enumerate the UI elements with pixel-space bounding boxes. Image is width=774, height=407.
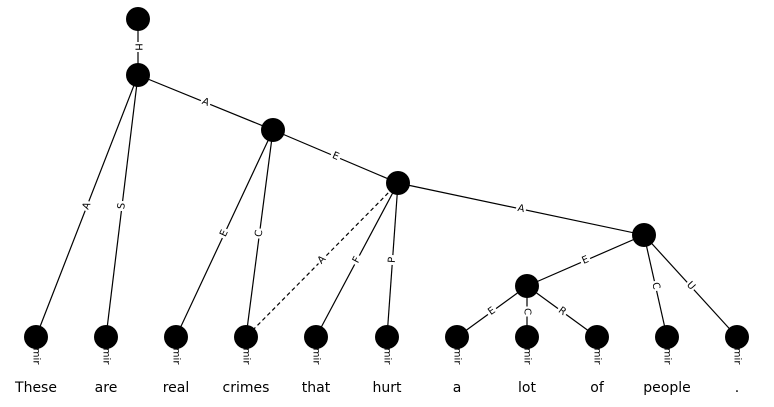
node-t7[interactable] xyxy=(515,325,539,349)
terminal-tag: Ermir xyxy=(31,338,42,366)
edge-label-text: E xyxy=(580,254,590,267)
terminal-tag: Ermir xyxy=(592,338,603,366)
edge-label-n5-t6: E xyxy=(484,303,500,320)
node-t5[interactable] xyxy=(375,325,399,349)
node-t10[interactable] xyxy=(725,325,749,349)
edge-label-n3-t5: P xyxy=(386,254,399,266)
edge-label-n4-t9: C xyxy=(648,279,663,293)
edge-label-n1-t0: A xyxy=(79,199,95,213)
edge-labels-layer: H A A S E E C A A F P E C U E C R xyxy=(79,42,699,320)
node-n1[interactable] xyxy=(126,63,150,87)
edge-label-n4-n5: E xyxy=(578,253,593,268)
node-t4[interactable] xyxy=(304,325,328,349)
node-root[interactable] xyxy=(126,7,150,31)
terminal-tag: Ermir xyxy=(732,338,743,366)
edge-label-text: A xyxy=(200,96,211,109)
terminal-tag: Ermir xyxy=(382,338,393,366)
node-t6[interactable] xyxy=(445,325,469,349)
token-word: are xyxy=(95,380,118,396)
token-word: people xyxy=(643,380,690,396)
node-n5[interactable] xyxy=(515,274,539,298)
edge-label-text: F xyxy=(351,255,364,265)
edge-label-n2-n3: E xyxy=(328,149,343,164)
edge-label-n2-t3: C xyxy=(252,227,267,240)
token-word: lot xyxy=(518,380,536,396)
token-word: crimes xyxy=(223,380,270,396)
edge-label-text: H xyxy=(133,43,144,51)
words-layer: Ermir These Ermir are Ermir real Ermir crimes Er… xyxy=(14,338,742,396)
edge-label-text: A xyxy=(517,203,526,215)
edge-label-text: A xyxy=(81,201,94,212)
edge-label-n5-t8: R xyxy=(554,303,570,320)
edge-label-text: C xyxy=(254,229,266,237)
edge-label-n1-t1: S xyxy=(115,200,129,212)
terminal-tag: Ermir xyxy=(101,338,112,366)
node-t8[interactable] xyxy=(585,325,609,349)
token-word: real xyxy=(163,380,190,396)
edge-label-n3-n4: A xyxy=(514,202,528,216)
terminal-tag: Ermir xyxy=(522,338,533,366)
edge-label-text: R xyxy=(556,305,568,318)
edge-label-n3-t3: A xyxy=(314,252,330,268)
node-t9[interactable] xyxy=(655,325,679,349)
node-n4[interactable] xyxy=(632,223,656,247)
edge-label-n4-t10: U xyxy=(682,278,699,294)
nodes-layer xyxy=(24,7,749,349)
terminal-tag: Ermir xyxy=(311,338,322,366)
edge-label-n5-t7: C xyxy=(521,306,533,317)
token-word: that xyxy=(302,380,331,396)
edge-label-root-n1: H xyxy=(132,42,144,52)
terminal-tag: Ermir xyxy=(452,338,463,366)
edge-label-text: C xyxy=(649,281,661,290)
edge-label-text: P xyxy=(387,257,398,264)
edge-label-n1-n2: A xyxy=(198,95,213,110)
terminal-tag: Ermir xyxy=(241,338,252,366)
node-t3[interactable] xyxy=(234,325,258,349)
token-word: hurt xyxy=(373,380,403,396)
edge-label-n2-t2: E xyxy=(216,226,233,241)
edge-label-n3-t4: F xyxy=(349,252,365,268)
edge-label-text: E xyxy=(486,305,498,318)
edge-label-text: S xyxy=(116,202,128,210)
node-n3[interactable] xyxy=(386,171,410,195)
node-n2[interactable] xyxy=(261,118,285,142)
token-word: . xyxy=(735,380,739,396)
node-t2[interactable] xyxy=(164,325,188,349)
edge-label-text: E xyxy=(330,150,340,163)
edge-label-text: C xyxy=(522,308,533,315)
token-word: a xyxy=(453,380,462,396)
terminal-tag: Ermir xyxy=(662,338,673,366)
node-t0[interactable] xyxy=(24,325,48,349)
node-t1[interactable] xyxy=(94,325,118,349)
edge-label-text: E xyxy=(218,228,231,238)
token-word: These xyxy=(14,380,57,396)
terminal-tag: Ermir xyxy=(171,338,182,366)
token-word: of xyxy=(590,380,605,396)
